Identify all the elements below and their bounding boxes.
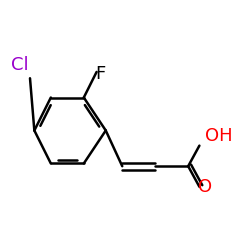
Text: F: F: [95, 64, 106, 82]
Text: O: O: [198, 178, 212, 196]
Text: OH: OH: [205, 127, 232, 145]
Text: Cl: Cl: [11, 56, 29, 74]
